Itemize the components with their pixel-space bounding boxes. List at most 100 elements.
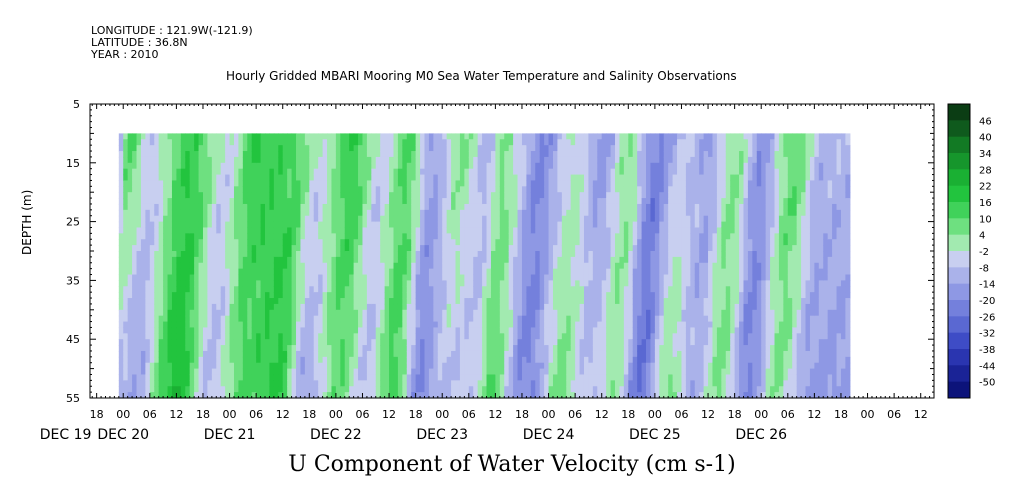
heatmap-cell — [548, 139, 554, 146]
heatmap-cell — [420, 174, 426, 182]
heatmap-cell — [282, 321, 288, 329]
heatmap-cell — [473, 362, 479, 370]
heatmap-cell — [309, 162, 315, 170]
heatmap-cell — [327, 186, 333, 193]
heatmap-cell — [362, 339, 368, 346]
heatmap-cell — [406, 292, 412, 299]
heatmap-cell — [242, 245, 248, 252]
heatmap-cell — [552, 274, 559, 281]
heatmap-cell — [238, 380, 244, 387]
heatmap-cell — [189, 215, 195, 223]
heatmap-cell — [349, 151, 355, 158]
heatmap-cell — [229, 180, 235, 187]
heatmap-cell — [322, 239, 328, 246]
heatmap-cell — [415, 356, 421, 364]
heatmap-cell — [260, 215, 266, 223]
heatmap-cell — [238, 233, 244, 240]
heatmap-cell — [154, 156, 160, 164]
heatmap-cell — [145, 262, 151, 270]
heatmap-cell — [588, 221, 594, 229]
heatmap-cell — [482, 274, 488, 281]
heatmap-cell — [455, 239, 461, 246]
heatmap-cell — [225, 268, 231, 276]
heatmap-cell — [548, 251, 554, 258]
heatmap-cell — [220, 350, 226, 358]
heatmap-cell — [464, 251, 470, 258]
heatmap-cell — [225, 256, 231, 264]
heatmap-cell — [291, 256, 297, 264]
heatmap-cell — [340, 280, 346, 287]
heatmap-cell — [375, 251, 381, 258]
heatmap-cell — [265, 203, 271, 211]
heatmap-cell — [340, 174, 346, 182]
heatmap-cell — [517, 315, 523, 323]
heatmap-cell — [433, 221, 439, 229]
heatmap-cell — [411, 203, 417, 211]
heatmap-cell — [544, 333, 550, 340]
heatmap-cell — [287, 374, 293, 381]
heatmap-cell — [154, 345, 160, 352]
heatmap-cell — [127, 215, 133, 223]
heatmap-cell — [194, 339, 200, 346]
heatmap-cell — [335, 256, 341, 264]
heatmap-cell — [384, 151, 390, 158]
heatmap-cell — [362, 221, 368, 229]
heatmap-cell — [185, 139, 191, 146]
heatmap-cell — [535, 362, 541, 370]
heatmap-cell — [606, 350, 612, 358]
heatmap-cell — [229, 139, 235, 146]
heatmap-cell — [588, 233, 594, 240]
heatmap-cell — [406, 350, 412, 358]
heatmap-cell — [185, 315, 191, 323]
heatmap-cell — [260, 292, 266, 299]
heatmap-cell — [446, 162, 452, 170]
heatmap-cell — [331, 256, 337, 264]
heatmap-cell — [411, 339, 417, 346]
heatmap-cell — [464, 245, 470, 252]
heatmap-cell — [149, 298, 155, 305]
heatmap-cell — [579, 392, 585, 399]
heatmap-cell — [171, 192, 177, 199]
heatmap-cell — [171, 256, 177, 264]
heatmap-cell — [136, 245, 142, 252]
heatmap-cell — [451, 303, 457, 311]
heatmap-cell — [335, 133, 341, 140]
heatmap-cell — [216, 139, 222, 146]
heatmap-cell — [606, 227, 612, 234]
heatmap-cell — [318, 286, 324, 293]
heatmap-cell — [242, 362, 248, 370]
heatmap-cell — [446, 374, 452, 381]
heatmap-cell — [384, 215, 390, 223]
heatmap-cell — [140, 162, 146, 170]
heatmap-cell — [420, 168, 426, 176]
heatmap-cell — [473, 221, 479, 229]
heatmap-cell — [508, 151, 514, 158]
heatmap-cell — [176, 186, 182, 193]
heatmap-cell — [561, 139, 567, 146]
heatmap-cell — [402, 227, 408, 234]
heatmap-cell — [459, 333, 465, 340]
heatmap-cell — [251, 180, 257, 187]
heatmap-cell — [459, 209, 465, 217]
heatmap-cell — [331, 345, 337, 352]
heatmap-cell — [331, 303, 337, 311]
heatmap-cell — [513, 286, 519, 293]
heatmap-cell — [375, 280, 381, 287]
heatmap-cell — [371, 315, 377, 323]
heatmap-cell — [486, 315, 492, 323]
heatmap-cell — [548, 309, 554, 317]
heatmap-cell — [118, 333, 124, 340]
heatmap-cell — [163, 198, 169, 205]
heatmap-cell — [548, 374, 554, 381]
heatmap-cell — [579, 139, 585, 146]
heatmap-cell — [207, 303, 213, 311]
heatmap-cell — [167, 350, 173, 358]
heatmap-cell — [415, 392, 421, 399]
heatmap-cell — [375, 239, 381, 246]
heatmap-cell — [393, 333, 399, 340]
heatmap-cell — [544, 256, 550, 264]
heatmap-cell — [136, 345, 142, 352]
heatmap-cell — [473, 256, 479, 264]
heatmap-cell — [384, 298, 390, 305]
heatmap-cell — [171, 203, 177, 211]
